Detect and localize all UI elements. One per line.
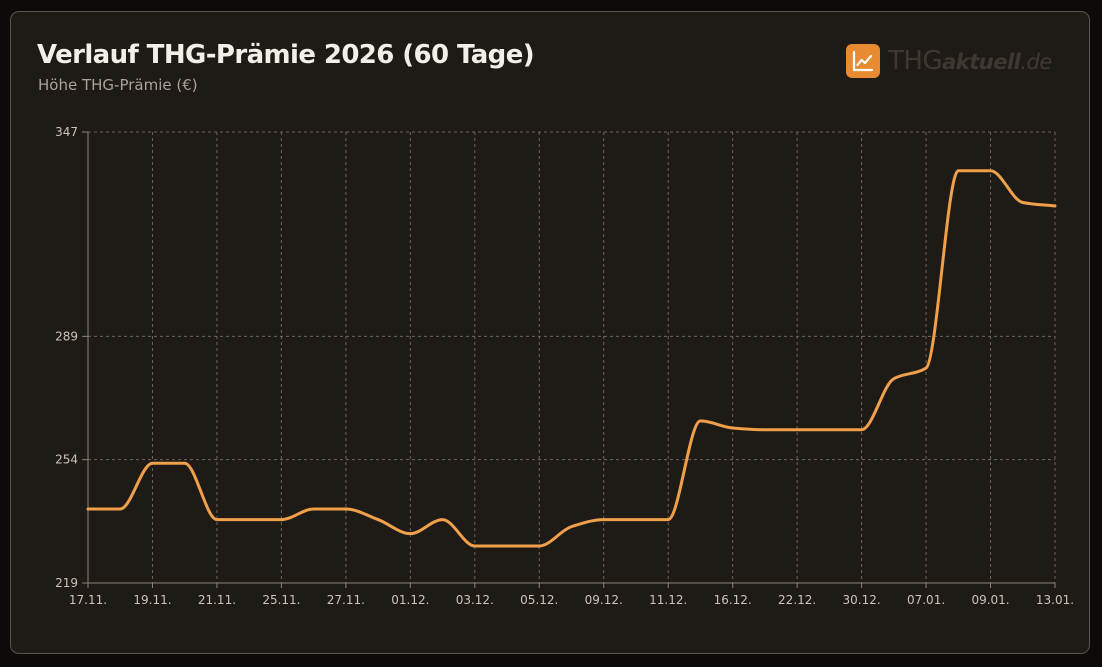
line-chart-icon [846,44,880,78]
series [86,169,1057,548]
x-tick-label: 21.11. [198,593,236,607]
x-tick-label: 05.12. [520,593,558,607]
x-tick-label: 25.11. [262,593,300,607]
y-axis-ticks: 219 254 289 347 [55,125,88,590]
x-tick-label: 16.12. [714,593,752,607]
series-line [86,169,1057,548]
axes [87,132,1055,584]
x-tick-label: 03.12. [456,593,494,607]
x-tick-label: 27.11. [327,593,365,607]
chart-card [10,11,1090,654]
y-tick-label: 289 [55,329,78,343]
brand-name-part1: THG [888,46,943,76]
chart-title: Verlauf THG-Prämie 2026 (60 Tage) [37,40,535,70]
x-tick-label: 22.12. [778,593,816,607]
x-tick-label: 13.01. [1036,593,1074,607]
brand-name-part2: aktuell [942,50,1021,74]
brand-name-part3: .de [1020,50,1052,74]
y-tick-label: 254 [55,453,78,467]
x-tick-label: 30.12. [843,593,881,607]
brand-name: THGaktuell.de [888,46,1052,76]
grid [87,131,1056,583]
x-tick-label: 19.11. [133,593,171,607]
x-tick-label: 11.12. [649,593,687,607]
brand-logo[interactable]: THGaktuell.de [846,44,1052,78]
x-tick-label: 01.12. [391,593,429,607]
x-tick-label: 07.01. [907,593,945,607]
x-tick-label: 17.11. [69,593,107,607]
x-axis-ticks: 17.11. 19.11. 21.11. 25.11. 27.11. 01.12. 03.1… [69,583,1074,607]
y-tick-label: 347 [55,125,78,139]
x-tick-label: 09.01. [971,593,1009,607]
chart-subtitle: Höhe THG-Prämie (€) [38,76,198,94]
y-tick-label: 219 [55,576,78,590]
x-tick-label: 09.12. [585,593,623,607]
